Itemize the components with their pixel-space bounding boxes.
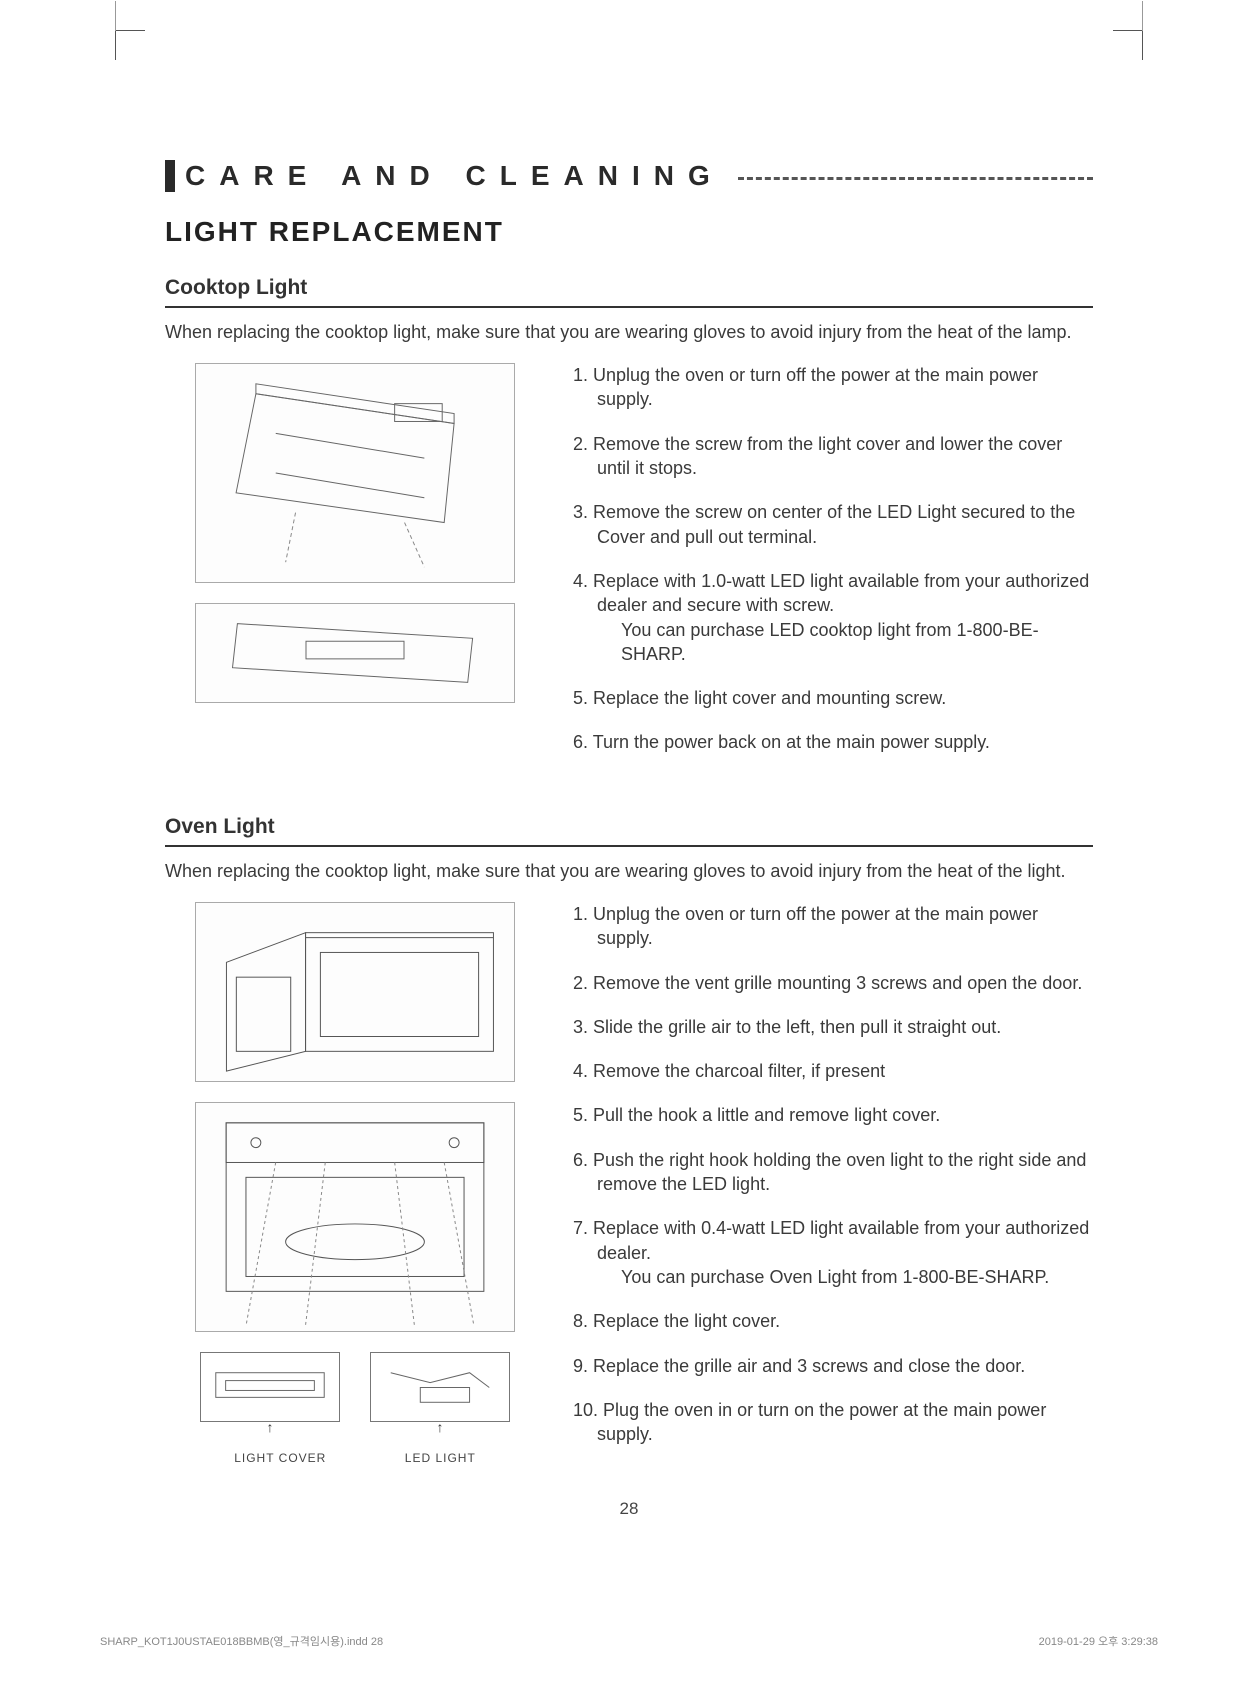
footer-file-info: SHARP_KOT1J0USTAE018BBMB(영_규격임시용).indd 2…	[100, 1633, 383, 1649]
oven-steps-column: Unplug the oven or turn off the power at…	[573, 902, 1093, 1466]
cooktop-step: Remove the screw from the light cover an…	[573, 432, 1093, 481]
cooktop-step: Turn the power back on at the main power…	[573, 730, 1093, 754]
microwave-underside-icon	[196, 364, 514, 582]
oven-step: Replace the light cover.	[573, 1309, 1093, 1333]
oven-step: Replace the grille air and 3 screws and …	[573, 1354, 1093, 1378]
arrow-up-icon: ↑	[370, 1422, 510, 1433]
callout-left-group: ↑	[200, 1352, 340, 1433]
light-cover-detail-icon	[196, 604, 514, 702]
oven-step: Plug the oven in or turn on the power at…	[573, 1398, 1093, 1447]
led-light-callout-icon	[370, 1352, 510, 1422]
oven-step: Remove the charcoal filter, if present	[573, 1059, 1093, 1083]
cooktop-step: Replace the light cover and mounting scr…	[573, 686, 1093, 710]
page-title: LIGHT REPLACEMENT	[165, 216, 1093, 248]
oven-step: Replace with 0.4-watt LED light availabl…	[573, 1216, 1093, 1289]
section-dash-rule	[738, 177, 1093, 180]
cooktop-image-column	[165, 363, 545, 775]
cooktop-heading: Cooktop Light	[165, 276, 1093, 308]
oven-diagram-front	[195, 1102, 515, 1332]
oven-steps-list: Unplug the oven or turn off the power at…	[573, 902, 1093, 1446]
manual-page: CARE AND CLEANING LIGHT REPLACEMENT Cook…	[0, 0, 1258, 1689]
cooktop-diagram-detail	[195, 603, 515, 703]
callout-label-light-cover: LIGHT COVER	[234, 1451, 326, 1465]
section-accent-bar	[165, 160, 175, 192]
cooktop-steps-column: Unplug the oven or turn off the power at…	[573, 363, 1093, 775]
microwave-open-door-icon	[196, 903, 514, 1081]
oven-two-column: ↑ ↑ LIGHT COVER LED LIGHT Unplug the ove…	[165, 902, 1093, 1466]
page-number: 28	[620, 1499, 639, 1519]
cooktop-two-column: Unplug the oven or turn off the power at…	[165, 363, 1093, 775]
callout-right-group: ↑	[370, 1352, 510, 1433]
arrow-up-icon: ↑	[200, 1422, 340, 1433]
microwave-front-icon	[196, 1103, 514, 1331]
oven-step: Slide the grille air to the left, then p…	[573, 1015, 1093, 1039]
cooktop-intro-text: When replacing the cooktop light, make s…	[165, 320, 1093, 345]
crop-mark-top-right	[1113, 30, 1143, 60]
oven-heading: Oven Light	[165, 815, 1093, 847]
oven-step: Pull the hook a little and remove light …	[573, 1103, 1093, 1127]
oven-step: Remove the vent grille mounting 3 screws…	[573, 971, 1093, 995]
cooktop-step: Replace with 1.0-watt LED light availabl…	[573, 569, 1093, 666]
oven-callout-boxes: ↑ ↑	[195, 1352, 515, 1433]
cooktop-steps-list: Unplug the oven or turn off the power at…	[573, 363, 1093, 755]
light-cover-callout-icon	[200, 1352, 340, 1422]
footer-timestamp: 2019-01-29 오후 3:29:38	[1039, 1633, 1158, 1649]
oven-callout-labels: LIGHT COVER LED LIGHT	[195, 1451, 515, 1465]
cooktop-step: Unplug the oven or turn off the power at…	[573, 363, 1093, 412]
cooktop-step: Remove the screw on center of the LED Li…	[573, 500, 1093, 549]
oven-diagram-open-door	[195, 902, 515, 1082]
oven-step: Push the right hook holding the oven lig…	[573, 1148, 1093, 1197]
oven-image-column: ↑ ↑ LIGHT COVER LED LIGHT	[165, 902, 545, 1466]
callout-label-led-light: LED LIGHT	[405, 1451, 476, 1465]
print-footer: SHARP_KOT1J0USTAE018BBMB(영_규격임시용).indd 2…	[100, 1633, 1158, 1649]
section-header-row: CARE AND CLEANING	[165, 160, 1093, 192]
cooktop-diagram-top	[195, 363, 515, 583]
crop-mark-top-left	[115, 30, 145, 60]
section-title: CARE AND CLEANING	[185, 160, 724, 192]
oven-step: Unplug the oven or turn off the power at…	[573, 902, 1093, 951]
oven-intro-text: When replacing the cooktop light, make s…	[165, 859, 1093, 884]
